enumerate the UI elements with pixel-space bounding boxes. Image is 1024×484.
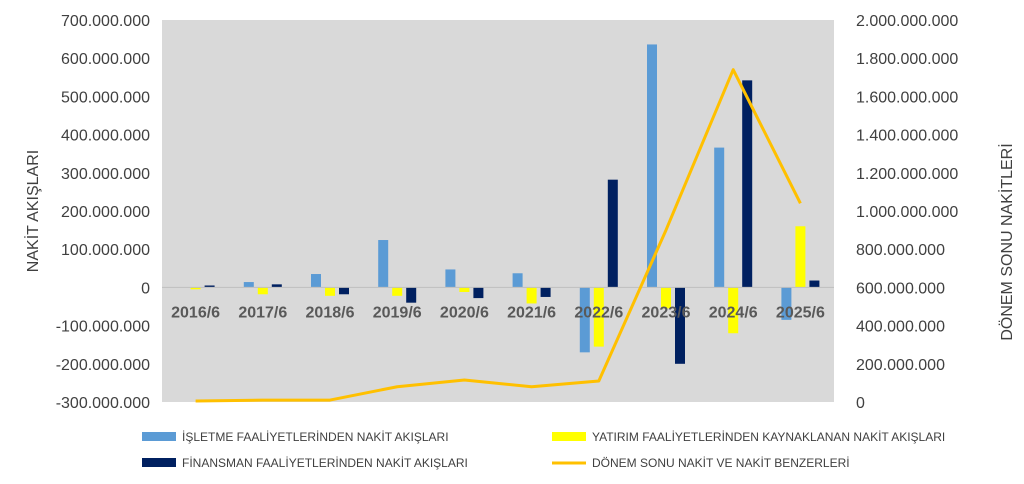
bar xyxy=(204,285,215,288)
category-label: 2023/6 xyxy=(642,304,691,321)
legend-swatch xyxy=(142,458,176,467)
bar xyxy=(325,287,335,296)
category-label: 2022/6 xyxy=(574,304,623,321)
bar xyxy=(647,44,657,288)
category-label: 2024/6 xyxy=(709,304,758,321)
left-axis-ticks: -300.000.000 -200.000.000 -100.000.000 0 100… xyxy=(56,13,150,412)
bar xyxy=(540,287,551,297)
bar xyxy=(661,287,671,309)
right-tick-label: 1.200.000.000 xyxy=(856,166,958,183)
right-tick-label: 200.000.000 xyxy=(856,357,945,374)
bar xyxy=(190,287,201,290)
right-tick-label: 800.000.000 xyxy=(856,242,945,259)
bar xyxy=(781,287,792,320)
legend-label: İŞLETME FAALİYETLERİNDEN NAKİT AKIŞLARI xyxy=(182,430,449,444)
left-tick-label: 500.000.000 xyxy=(61,89,150,106)
bar xyxy=(728,287,739,334)
legend-swatch xyxy=(142,432,176,441)
right-tick-label: 1.800.000.000 xyxy=(856,51,958,68)
bar xyxy=(257,287,268,295)
bar xyxy=(406,287,417,303)
bar xyxy=(271,284,282,288)
bar xyxy=(512,273,523,288)
bar xyxy=(593,287,604,347)
category-label: 2020/6 xyxy=(440,304,489,321)
line-series xyxy=(195,68,802,403)
legend: İŞLETME FAALİYETLERİNDEN NAKİT AKIŞLARI Y… xyxy=(142,430,945,470)
bar xyxy=(459,287,470,292)
category-label: 2018/6 xyxy=(306,304,355,321)
right-tick-label: 2.000.000.000 xyxy=(856,13,958,30)
plot-area xyxy=(162,20,834,402)
category-label: 2017/6 xyxy=(238,304,287,321)
bar xyxy=(742,80,753,288)
left-axis-title: NAKİT AKIŞLARI xyxy=(23,150,42,272)
category-label: 2021/6 xyxy=(507,304,556,321)
bars-layer xyxy=(176,44,820,364)
left-tick-label: 300.000.000 xyxy=(61,166,150,183)
bar xyxy=(579,287,590,353)
bar xyxy=(339,287,349,295)
legend-label: FİNANSMAN FAALİYETLERİNDEN NAKİT AKIŞLAR… xyxy=(182,456,468,470)
bar xyxy=(795,226,806,288)
right-tick-label: 1.600.000.000 xyxy=(856,89,958,106)
legend-label: YATIRIM FAALİYETLERİNDEN KAYNAKLANAN NAK… xyxy=(592,430,945,444)
bar xyxy=(607,179,618,288)
right-tick-label: 0 xyxy=(856,395,865,412)
bar xyxy=(809,280,820,288)
bar xyxy=(378,240,389,288)
category-label: 2016/6 xyxy=(171,304,220,321)
legend-swatch xyxy=(552,432,586,441)
legend-label: DÖNEM SONU NAKİT VE NAKİT BENZERLERİ xyxy=(592,456,850,470)
bar xyxy=(473,287,484,299)
bar xyxy=(243,282,254,288)
right-tick-label: 400.000.000 xyxy=(856,319,945,336)
left-tick-label: -200.000.000 xyxy=(56,357,150,374)
line-series-layer xyxy=(195,68,802,403)
left-tick-label: 400.000.000 xyxy=(61,128,150,145)
left-tick-label: 0 xyxy=(141,280,150,297)
right-tick-label: 1.400.000.000 xyxy=(856,128,958,145)
bar xyxy=(675,287,685,364)
left-tick-label: -300.000.000 xyxy=(56,395,150,412)
bar xyxy=(714,147,725,288)
right-axis-title: DÖNEM SONU NAKİTLERİ xyxy=(997,143,1016,340)
category-label: 2019/6 xyxy=(373,304,422,321)
right-axis-ticks: 0 200.000.000 400.000.000 600.000.000 800.00… xyxy=(856,13,958,412)
left-tick-label: 700.000.000 xyxy=(61,13,150,30)
left-tick-label: 100.000.000 xyxy=(61,242,150,259)
left-tick-label: -100.000.000 xyxy=(56,319,150,336)
left-tick-label: 200.000.000 xyxy=(61,204,150,221)
bar xyxy=(392,287,403,296)
bar xyxy=(445,269,456,288)
category-labels: 2016/6 2017/6 2018/6 2019/6 2020/6 2021/6 2022… xyxy=(171,304,825,321)
right-tick-label: 1.000.000.000 xyxy=(856,204,958,221)
bar xyxy=(311,274,321,288)
category-label: 2025/6 xyxy=(776,304,825,321)
left-tick-label: 600.000.000 xyxy=(61,51,150,68)
bar xyxy=(526,287,537,304)
right-tick-label: 600.000.000 xyxy=(856,280,945,297)
